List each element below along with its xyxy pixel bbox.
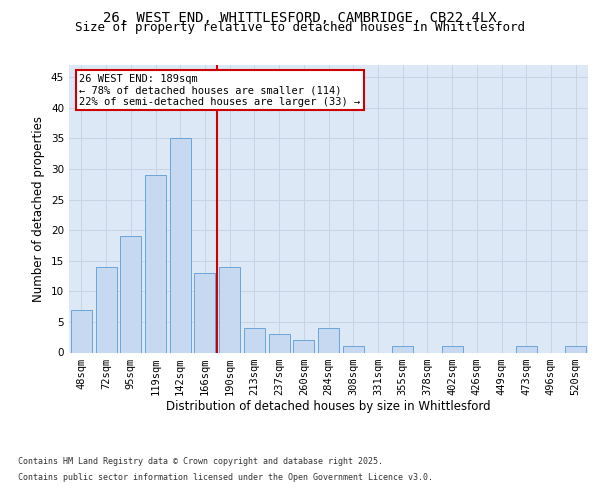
Bar [269,334,290,352]
Bar [392,346,413,352]
Bar [219,267,240,352]
X-axis label: Distribution of detached houses by size in Whittlesford: Distribution of detached houses by size … [166,400,491,413]
Bar [293,340,314,352]
Bar [343,346,364,352]
Bar [194,273,215,352]
Bar [71,310,92,352]
Text: 26, WEST END, WHITTLESFORD, CAMBRIDGE, CB22 4LX: 26, WEST END, WHITTLESFORD, CAMBRIDGE, C… [103,11,497,25]
Bar [95,267,116,352]
Bar [516,346,537,352]
Bar [565,346,586,352]
Y-axis label: Number of detached properties: Number of detached properties [32,116,46,302]
Text: 26 WEST END: 189sqm
← 78% of detached houses are smaller (114)
22% of semi-detac: 26 WEST END: 189sqm ← 78% of detached ho… [79,74,361,107]
Bar [170,138,191,352]
Text: Size of property relative to detached houses in Whittlesford: Size of property relative to detached ho… [75,22,525,35]
Text: Contains HM Land Registry data © Crown copyright and database right 2025.: Contains HM Land Registry data © Crown c… [18,458,383,466]
Bar [318,328,339,352]
Bar [244,328,265,352]
Text: Contains public sector information licensed under the Open Government Licence v3: Contains public sector information licen… [18,472,433,482]
Bar [145,175,166,352]
Bar [120,236,141,352]
Bar [442,346,463,352]
